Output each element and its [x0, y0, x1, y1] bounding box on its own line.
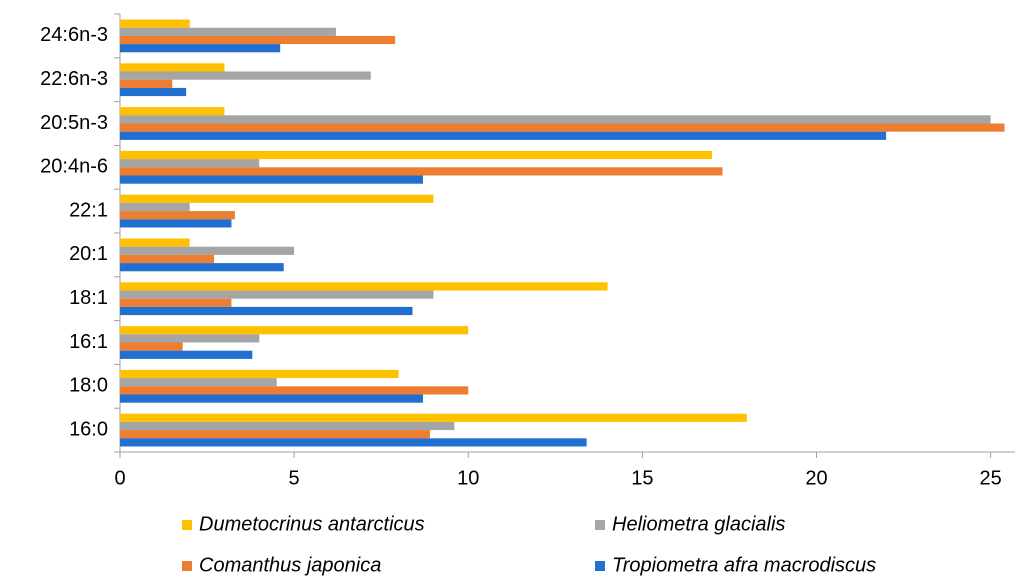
- y-tick-label: 16:1: [69, 331, 108, 353]
- bar: [120, 79, 173, 88]
- bar: [120, 35, 396, 45]
- bar: [120, 421, 455, 431]
- y-tick-label: 20:5n-3: [40, 112, 108, 134]
- bar: [120, 44, 281, 53]
- bar: [120, 413, 747, 422]
- bar: [120, 123, 1005, 132]
- y-tick-label: 22:1: [69, 199, 108, 221]
- bar: [120, 254, 215, 264]
- x-tick-label: 20: [805, 467, 827, 489]
- bar: [120, 115, 991, 124]
- bar: [120, 263, 284, 272]
- x-tick-label: 10: [457, 467, 479, 489]
- legend-label: Comanthus japonica: [199, 554, 381, 576]
- bar: [120, 438, 587, 447]
- x-tick-label: 15: [631, 467, 653, 489]
- y-tick-label: 22:6n-3: [40, 68, 108, 90]
- legend-swatch: [182, 520, 192, 530]
- bar: [120, 378, 277, 387]
- legend-swatch: [595, 520, 605, 530]
- legend-label: Heliometra glacialis: [612, 513, 785, 535]
- bar: [120, 334, 260, 343]
- x-tick-label: 0: [114, 467, 125, 489]
- y-tick-label: 24:6n-3: [40, 24, 108, 46]
- bar: [120, 71, 371, 80]
- bar: [120, 238, 190, 247]
- legend-label: Dumetocrinus antarcticus: [199, 513, 425, 535]
- x-tick-label: 25: [979, 467, 1001, 489]
- x-tick-label: 5: [289, 467, 300, 489]
- bar: [120, 211, 235, 220]
- bar: [120, 175, 423, 184]
- bar: [120, 369, 399, 379]
- bar: [120, 159, 260, 168]
- y-tick-label: 20:4n-6: [40, 156, 108, 178]
- bar: [120, 386, 469, 395]
- bar: [120, 131, 887, 140]
- bar: [120, 87, 187, 97]
- bar: [120, 63, 225, 72]
- bar: [120, 107, 225, 116]
- y-tick-label: 16:0: [69, 418, 108, 440]
- bar: [120, 326, 469, 335]
- bar: [120, 298, 232, 307]
- bar: [120, 219, 232, 228]
- bar: [120, 19, 190, 28]
- bar: [120, 282, 608, 291]
- bar: [120, 350, 253, 359]
- bar: [120, 202, 190, 212]
- bar: [120, 150, 713, 160]
- y-tick-label: 18:1: [69, 287, 108, 309]
- bar: [120, 290, 434, 299]
- bar: [120, 430, 430, 439]
- legend-label: Tropiometra afra macrodiscus: [612, 554, 876, 576]
- legend-swatch: [182, 561, 192, 571]
- bar: [120, 167, 723, 176]
- bar: [120, 306, 413, 316]
- legend-swatch: [595, 561, 605, 571]
- bar: [120, 394, 423, 403]
- y-tick-label: 18:0: [69, 375, 108, 397]
- bar: [120, 194, 434, 203]
- bar: [120, 27, 336, 36]
- bar: [120, 246, 295, 255]
- y-tick-label: 20:1: [69, 243, 108, 265]
- bar: [120, 342, 183, 351]
